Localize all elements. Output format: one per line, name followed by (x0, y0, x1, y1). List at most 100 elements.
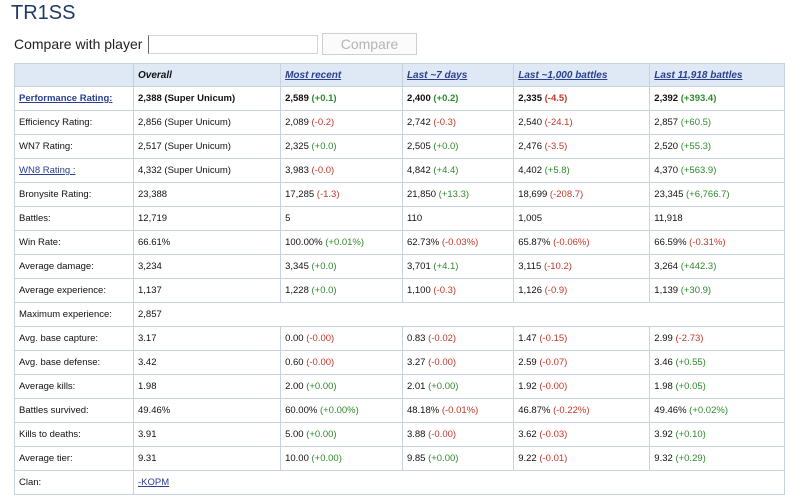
cell-value: 1,005 (518, 213, 542, 224)
row-label: Efficiency Rating: (14, 110, 134, 135)
cell-last-7-days: 3.88 (-0.00) (401, 422, 515, 447)
cell-value: 2.01 (406, 381, 426, 392)
cell-value: 9.31 (138, 453, 157, 464)
cell-value: 3.62 (518, 429, 537, 440)
cell-last-11918-battles: 66.59% (-0.31%) (649, 230, 785, 255)
cell-value: 2,520 (654, 141, 679, 152)
row-label: Average tier: (14, 446, 134, 471)
cell-last-11918-battles: 1,139 (+30.9) (649, 278, 785, 303)
cell-last-7-days: 2,505 (+0.0) (401, 134, 515, 159)
cell-most-recent: 60.00% (+0.00%) (280, 398, 403, 423)
clan-link[interactable]: -KOPM (138, 477, 170, 488)
cell-value: 4,842 (406, 165, 431, 176)
row-label[interactable]: Performance Rating: (14, 86, 134, 111)
cell-value: 65.87% (518, 237, 551, 248)
cell-delta: (-0.00) (539, 381, 568, 392)
cell-value: 3,264 (654, 261, 679, 272)
cell-value: 2,392 (654, 93, 679, 104)
table-row: Average kills: 1.98 2.00 (+0.00) 2.01 (+0.0… (14, 374, 785, 399)
cell-value: 1.98 (138, 381, 157, 392)
table-row: Efficiency Rating: 2,856 (Super Unicum) 2,… (14, 110, 785, 135)
cell-value: 0.60 (285, 357, 304, 368)
cell-value: 3.92 (654, 429, 673, 440)
cell-value: 2,400 (406, 93, 431, 104)
table-row: WN7 Rating: 2,517 (Super Unicum) 2,325 (+0… (14, 134, 785, 159)
cell-last-11918-battles: 4,370 (+563.9) (649, 158, 785, 183)
cell-value: 2,335 (518, 93, 542, 104)
cell-last-7-days: 48.18% (-0.01%) (401, 398, 515, 423)
cell-value: 5 (285, 213, 291, 224)
row-label: Average damage: (14, 254, 134, 279)
cell-last-1000-battles: 3,115 (-10.2) (513, 254, 651, 279)
cell-delta: (+0.10) (675, 429, 706, 440)
cell-overall: 9.31 (132, 446, 282, 471)
column-header-most-recent[interactable]: Most recent (280, 63, 403, 87)
cell-value: 100.00% (285, 237, 323, 248)
compare-player-input[interactable] (148, 34, 318, 54)
cell-overall: 49.46% (132, 398, 282, 423)
cell-last-7-days: 3,701 (+4.1) (401, 254, 515, 279)
cell-delta: (+0.01%) (325, 237, 365, 248)
cell-most-recent: 3,345 (+0.0) (280, 254, 403, 279)
row-label: Average kills: (14, 374, 134, 399)
column-header-last-1000-battles[interactable]: Last ~1,000 battles (513, 63, 651, 87)
row-label: Battles survived: (14, 398, 134, 423)
table-row: Win Rate: 66.61% 100.00% (+0.01%) 62.73% (-… (14, 230, 785, 255)
cell-most-recent: 5.00 (+0.00) (280, 422, 403, 447)
cell-value: 1.92 (518, 381, 537, 392)
cell-delta: (+0.55) (675, 357, 706, 368)
row-label[interactable]: WN8 Rating : (14, 158, 134, 183)
cell-value: 9.32 (654, 453, 673, 464)
cell-value: 49.46% (654, 405, 687, 416)
table-row: Average damage: 3,234 3,345 (+0.0) 3,701 (+… (14, 254, 785, 279)
table-row: Performance Rating: 2,388 (Super Unicum) 2… (14, 86, 785, 111)
cell-most-recent: 2,589 (+0.1) (280, 86, 403, 111)
cell-delta: (-0.01%) (441, 405, 479, 416)
cell-last-11918-battles: 3,264 (+442.3) (649, 254, 785, 279)
cell-most-recent: 0.00 (-0.00) (280, 326, 403, 351)
cell-delta: (-0.0) (311, 165, 335, 176)
cell-value: 3,701 (406, 261, 431, 272)
cell-last-1000-battles: 2,335 (-4.5) (513, 86, 651, 111)
cell-value: 3.27 (406, 357, 426, 368)
cell-last-7-days: 21,850 (+13.3) (401, 182, 515, 207)
cell-delta: (Super Unicum) (164, 141, 231, 152)
cell-overall: 1.98 (132, 374, 282, 399)
cell-overall: 3.17 (132, 326, 282, 351)
cell-delta: (+0.00%) (319, 405, 359, 416)
cell-last-7-days: 110 (401, 206, 515, 231)
column-header-overall: Overall (132, 63, 282, 87)
cell-value: 9.22 (518, 453, 537, 464)
cell-delta: (+0.0) (311, 285, 337, 296)
cell-last-1000-battles: 2.59 (-0.07) (513, 350, 651, 375)
cell-delta: (-0.22%) (553, 405, 590, 416)
cell-value: 2,742 (406, 117, 431, 128)
cell-value: 1,100 (406, 285, 431, 296)
cell-most-recent: 2,089 (-0.2) (280, 110, 403, 135)
table-row: Kills to deaths: 3.91 5.00 (+0.00) 3.88 (-0… (14, 422, 785, 447)
column-header-last-11918-battles[interactable]: Last 11,918 battles (649, 63, 785, 87)
cell-most-recent: 10.00 (+0.00) (280, 446, 403, 471)
cell-last-1000-battles: 18,699 (-208.7) (513, 182, 651, 207)
cell-delta: (-0.3) (433, 285, 457, 296)
cell-value: 1,137 (138, 285, 162, 296)
cell-value: 4,402 (518, 165, 542, 176)
row-label: Average experience: (14, 278, 134, 303)
cell-last-11918-battles: 2,392 (+393.4) (649, 86, 785, 111)
cell-delta: (-24.1) (544, 117, 573, 128)
cell-last-11918-battles: 2,857 (+60.5) (649, 110, 785, 135)
cell-overall: 2,856 (Super Unicum) (132, 110, 282, 135)
cell-delta: (+60.5) (680, 117, 712, 128)
cell-delta: (-0.00) (428, 429, 457, 440)
table-row: Clan: -KOPM (14, 470, 785, 495)
cell-delta: (+442.3) (680, 261, 717, 272)
row-label: Win Rate: (14, 230, 134, 255)
cell-value: 3.91 (138, 429, 157, 440)
cell-last-1000-battles: 9.22 (-0.01) (513, 446, 651, 471)
compare-button[interactable]: Compare (322, 33, 417, 55)
column-header-last-7-days[interactable]: Last ~7 days (401, 63, 515, 87)
cell-delta: (+0.05) (675, 381, 706, 392)
cell-value: 49.46% (138, 405, 171, 416)
cell-last-7-days: 9.85 (+0.00) (401, 446, 515, 471)
compare-label: Compare with player (14, 36, 143, 52)
